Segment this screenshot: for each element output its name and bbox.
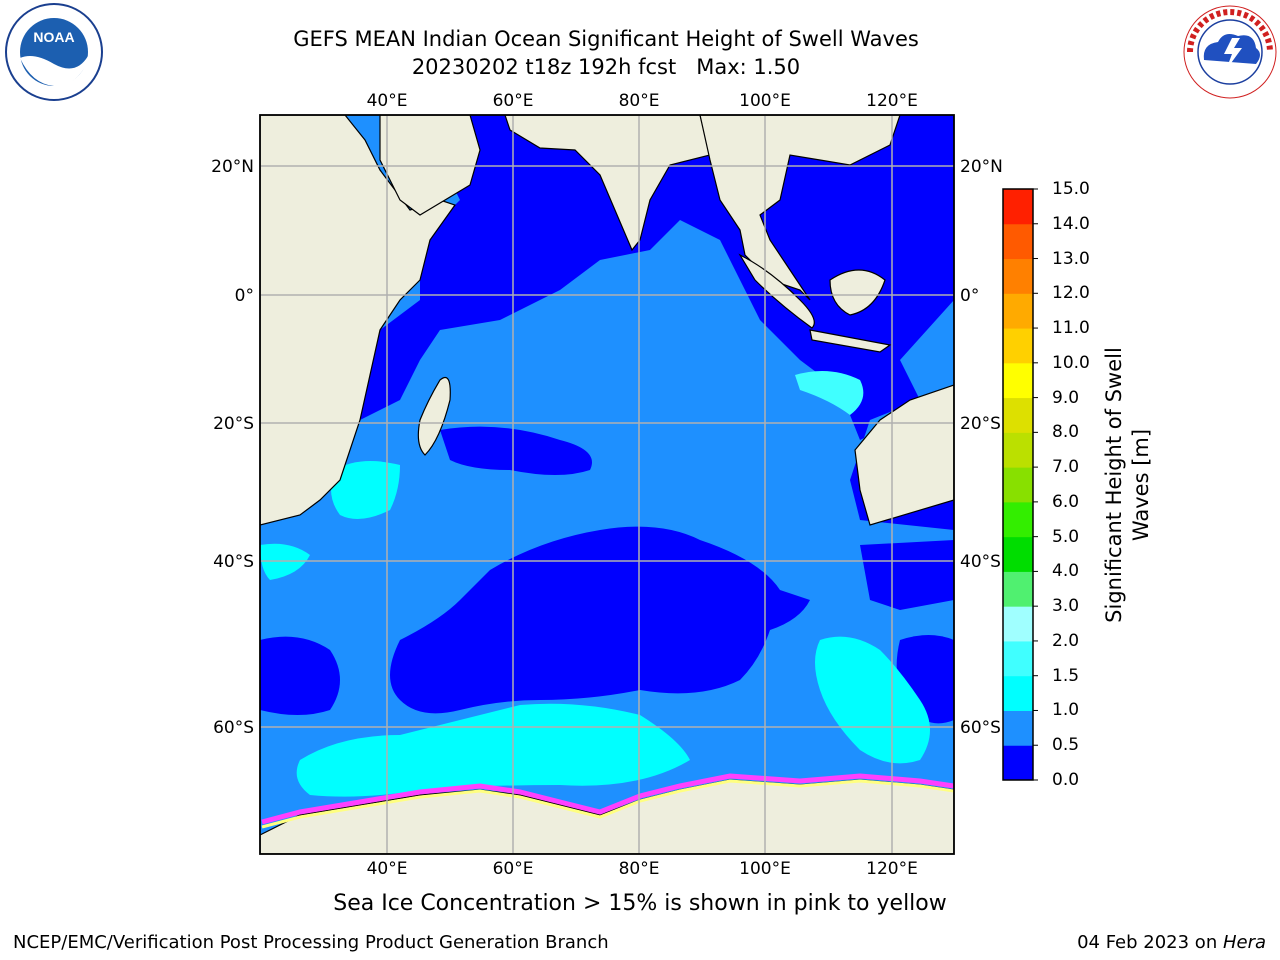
lat-label-left: 20°S	[213, 414, 254, 434]
colorbar-tick-label: 0.5	[1052, 735, 1080, 756]
noaa-logo: NOAA	[5, 3, 103, 101]
map-frame	[259, 114, 955, 855]
lat-label-left: 60°S	[213, 718, 254, 738]
colorbar-tick-label: 14.0	[1052, 213, 1090, 234]
lon-label-bottom: 40°E	[367, 859, 408, 879]
colorbar-swatch	[1003, 223, 1033, 260]
colorbar-tick-label: 5.0	[1052, 526, 1080, 547]
colorbar	[1002, 188, 1038, 781]
colorbar-swatch	[1003, 189, 1033, 225]
colorbar-tick-label: 9.0	[1052, 387, 1080, 408]
colorbar-tick-label: 15.0	[1052, 179, 1090, 199]
lon-label-top: 40°E	[367, 91, 408, 111]
footer-date-text: 04 Feb 2023 on	[1077, 932, 1223, 953]
sea-ice-caption: Sea Ice Concentration > 15% is shown in …	[333, 891, 947, 916]
land-australia	[854, 384, 954, 526]
colorbar-swatch	[1003, 745, 1033, 781]
lon-label-top: 80°E	[619, 91, 660, 111]
lat-label-right: 20°S	[960, 414, 1001, 434]
nws-logo	[1182, 4, 1278, 100]
colorbar-tick-label: 10.0	[1052, 352, 1090, 373]
chart-title: GEFS MEAN Indian Ocean Significant Heigh…	[293, 27, 919, 51]
lat-label-left: 40°S	[213, 552, 254, 572]
swell-mid-east	[795, 371, 864, 415]
colorbar-tick-label: 4.0	[1052, 561, 1080, 582]
footer-credit: NCEP/EMC/Verification Post Processing Pr…	[13, 932, 609, 953]
colorbar-tick-label: 11.0	[1052, 318, 1090, 339]
lon-label-bottom: 100°E	[739, 859, 791, 879]
chart-subtitle: 20230202 t18z 192h fcst Max: 1.50	[411, 55, 801, 79]
colorbar-swatch	[1003, 258, 1033, 294]
swell-low-arabian-bay	[360, 115, 954, 610]
land-se-asia	[699, 115, 901, 301]
colorbar-label: Significant Height of Swell Waves [m]	[1102, 347, 1153, 623]
land-java	[809, 329, 892, 353]
land-sumatra	[738, 253, 815, 329]
lat-label-left: 20°N	[211, 157, 254, 177]
colorbar-swatch	[1003, 640, 1033, 677]
colorbar-swatch	[1003, 710, 1033, 746]
colorbar-tick-label: 8.0	[1052, 422, 1080, 443]
colorbar-swatch	[1003, 536, 1033, 572]
swell-low-madagascar	[440, 426, 592, 475]
colorbar-swatch	[1003, 362, 1033, 399]
colorbar-swatch	[1003, 432, 1033, 468]
svg-text:NOAA: NOAA	[33, 29, 74, 45]
lat-label-right: 0°	[960, 286, 979, 306]
colorbar-swatch	[1003, 467, 1033, 503]
colorbar-tick-label: 1.5	[1052, 665, 1080, 686]
colorbar-swatch	[1003, 293, 1033, 329]
land-madagascar	[417, 376, 451, 456]
swell-low-southwest	[260, 636, 340, 715]
lon-label-bottom: 120°E	[866, 859, 918, 879]
footer-date: 04 Feb 2023 on Hera	[1077, 932, 1266, 953]
colorbar-tick-label: 7.0	[1052, 457, 1080, 478]
colorbar-swatch	[1003, 571, 1033, 607]
colorbar-tick-label: 2.0	[1052, 630, 1080, 651]
colorbar-tick-label: 13.0	[1052, 248, 1090, 269]
lon-label-bottom: 60°E	[493, 859, 534, 879]
lon-label-top: 120°E	[866, 91, 918, 111]
swell-mid-cape	[260, 543, 310, 580]
lat-label-right: 60°S	[960, 718, 1001, 738]
swell-low-south-central	[390, 526, 810, 714]
colorbar-swatch	[1003, 606, 1033, 642]
swell-mid-southeast	[815, 636, 930, 764]
swell-mid-southwest	[331, 461, 400, 519]
colorbar-swatch	[1003, 501, 1033, 538]
lon-label-top: 100°E	[739, 91, 791, 111]
sea-ice-inner	[261, 779, 954, 829]
colorbar-swatch	[1003, 328, 1033, 364]
lat-label-right: 20°N	[960, 157, 1003, 177]
lon-label-top: 60°E	[493, 91, 534, 111]
colorbar-swatch	[1003, 675, 1033, 711]
footer-host: Hera	[1222, 932, 1266, 953]
colorbar-tick-label: 1.0	[1052, 700, 1080, 721]
colorbar-frame	[1002, 188, 1034, 781]
lat-label-right: 40°S	[960, 552, 1001, 572]
lon-label-bottom: 80°E	[619, 859, 660, 879]
lat-label-left: 0°	[235, 286, 254, 306]
map-grid	[260, 115, 954, 854]
colorbar-tick-label: 3.0	[1052, 596, 1080, 617]
colorbar-tick-label: 6.0	[1052, 491, 1080, 512]
colorbar-tick-label: 0.0	[1052, 770, 1080, 790]
colorbar-tick-label: 12.0	[1052, 283, 1090, 304]
land-borneo	[829, 269, 886, 316]
sea-ice-edge	[261, 773, 954, 825]
colorbar-swatch	[1003, 397, 1033, 433]
